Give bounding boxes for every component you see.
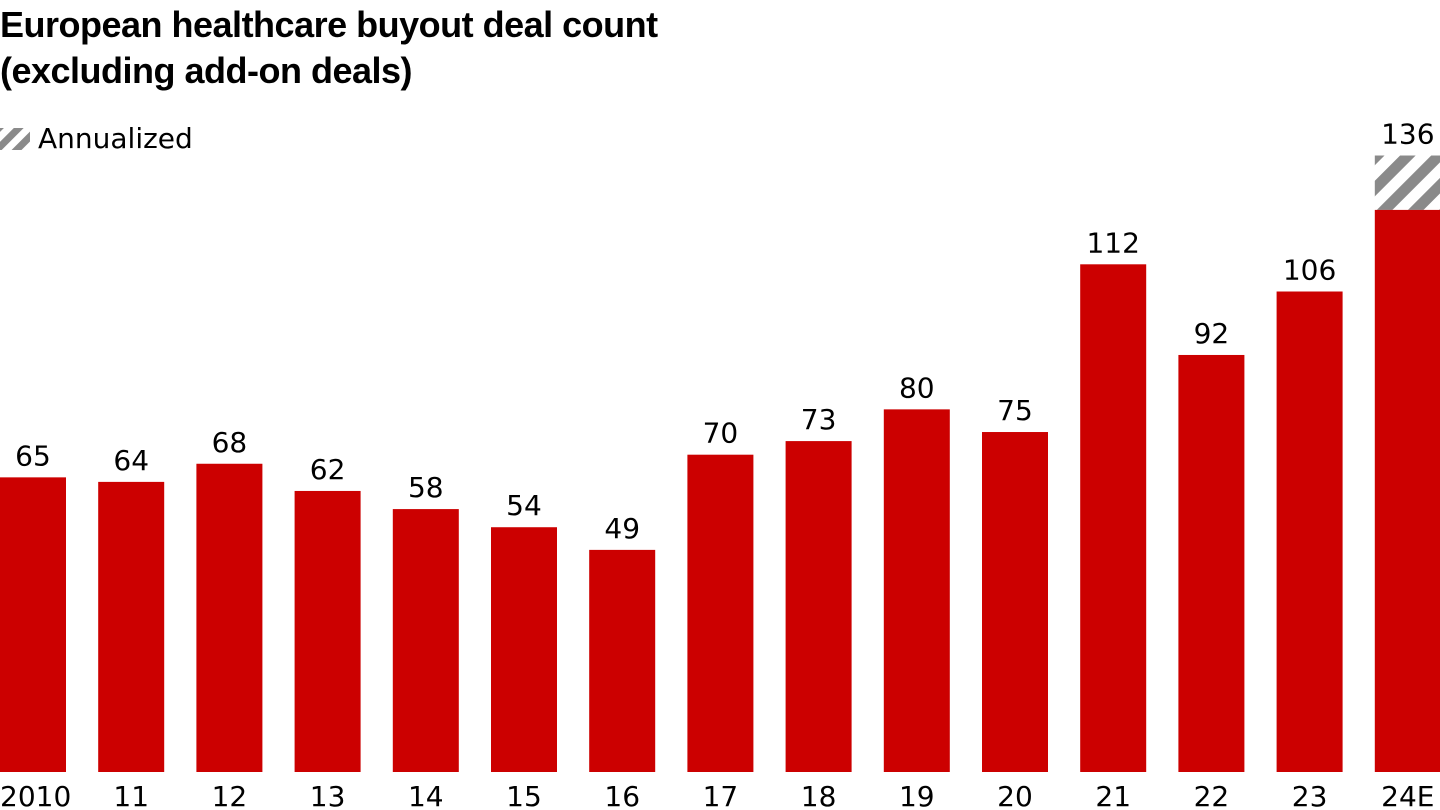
bar-value-label: 136 <box>1381 118 1434 151</box>
bar-value-label: 64 <box>113 444 149 477</box>
x-tick-label: 11 <box>113 780 149 810</box>
bars-group <box>0 155 1440 772</box>
bar-value-label: 92 <box>1194 317 1230 350</box>
chart-title: European healthcare buyout deal count (e… <box>0 2 658 94</box>
x-tick-label: 17 <box>703 780 739 810</box>
x-tick-label: 14 <box>408 780 444 810</box>
x-tick-label: 21 <box>1095 780 1131 810</box>
bar-value-label: 112 <box>1086 226 1139 259</box>
bar-value-label: 106 <box>1283 254 1336 287</box>
bar <box>589 549 656 772</box>
bar <box>491 527 557 772</box>
x-tick-label: 22 <box>1194 780 1230 810</box>
bar <box>196 463 263 772</box>
x-tick-label: 19 <box>899 780 935 810</box>
bar-value-label: 75 <box>997 394 1033 427</box>
bar-value-label: 62 <box>310 453 346 486</box>
x-tick-label: 23 <box>1292 780 1328 810</box>
bar <box>392 509 459 772</box>
bar <box>982 432 1048 772</box>
bar <box>0 477 66 772</box>
x-tick-label: 2010 <box>0 780 71 810</box>
value-labels-group: 65 64 68 62 58 54 49 70 73 80 75 112 92 106 136 <box>15 118 1434 545</box>
bar <box>785 441 852 772</box>
bar-value-label: 80 <box>899 371 935 404</box>
bar-annualized-portion <box>1374 155 1440 210</box>
bar <box>1178 354 1245 772</box>
chart-title-line-1: European healthcare buyout deal count <box>0 4 658 45</box>
bar-value-label: 58 <box>408 471 444 504</box>
bar <box>294 490 361 772</box>
bar <box>1276 291 1343 772</box>
bar <box>98 481 165 772</box>
bar-value-label: 70 <box>703 417 739 450</box>
x-tick-label: 16 <box>604 780 640 810</box>
bar <box>1080 264 1147 772</box>
bar-value-label: 68 <box>212 426 248 459</box>
legend: Annualized <box>0 121 193 155</box>
chart-title-line-2: (excluding add-on deals) <box>0 50 413 91</box>
x-tick-label: 15 <box>506 780 542 810</box>
legend-label: Annualized <box>38 121 193 155</box>
annualized-swatch-icon <box>0 128 30 150</box>
x-tick-label: 24E <box>1381 780 1434 810</box>
bar-value-label: 65 <box>15 439 51 472</box>
tick-labels-group: 2010 11 12 13 14 15 16 17 18 19 20 21 22 23 24E <box>0 780 1434 810</box>
bar <box>1374 209 1440 772</box>
bar-value-label: 73 <box>801 403 837 436</box>
bar <box>687 454 754 772</box>
bar-value-label: 49 <box>604 512 640 545</box>
x-tick-label: 12 <box>212 780 248 810</box>
x-tick-label: 13 <box>310 780 346 810</box>
bar-value-label: 54 <box>506 489 542 522</box>
bar <box>883 409 950 772</box>
x-tick-label: 20 <box>997 780 1033 810</box>
x-tick-label: 18 <box>801 780 837 810</box>
